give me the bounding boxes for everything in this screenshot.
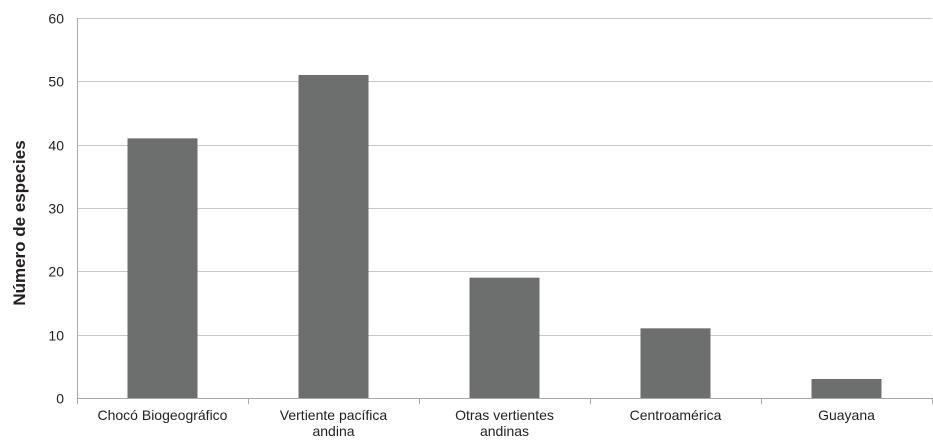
bar: [640, 328, 711, 398]
y-tick-label: 40: [48, 138, 64, 154]
bar: [811, 379, 882, 398]
y-axis-label: Número de especies: [10, 140, 29, 305]
y-tick-label: 50: [48, 74, 64, 90]
gridlines: [77, 18, 932, 336]
y-tick-label: 10: [48, 328, 64, 344]
bars: [127, 75, 882, 399]
x-tick-label: Vertiente pacífica andina: [280, 407, 388, 436]
y-tick-label: 20: [48, 264, 64, 280]
bar: [469, 277, 540, 398]
x-tick-label: Chocó Biogeográfico: [98, 407, 228, 423]
y-tick-labels: 0 10 20 30 40 50 60: [48, 11, 64, 407]
x-tick-label: Centroamérica: [630, 407, 722, 423]
x-tick-labels: Chocó Biogeográfico Vertiente pacífica and…: [98, 407, 876, 439]
bar: [298, 75, 369, 398]
y-tick-label: 30: [48, 201, 64, 217]
bar: [127, 138, 198, 399]
y-tick-label: 0: [56, 391, 64, 407]
x-tick-label: Guayana: [818, 407, 875, 423]
x-tick-label: Otras vertientes andinas: [455, 407, 554, 436]
y-tick-label: 60: [48, 11, 64, 27]
